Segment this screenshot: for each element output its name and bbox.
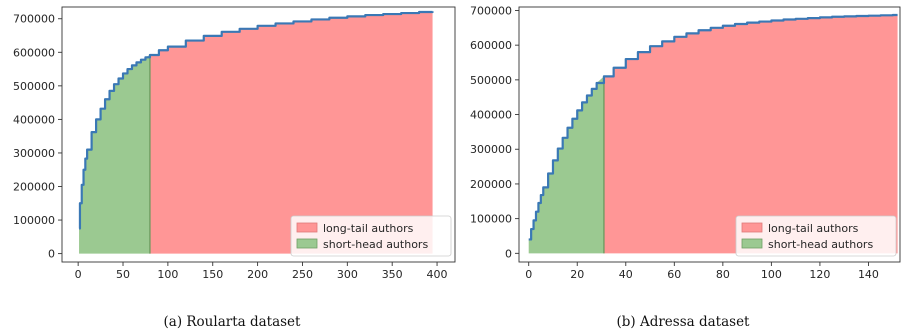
- short-head-area: [528, 76, 604, 254]
- cumulative-curve: [78, 10, 434, 230]
- x-tick-label: 50: [116, 268, 130, 281]
- x-tick-label: 20: [570, 268, 584, 281]
- y-tick-label: 0: [505, 247, 512, 260]
- axes-frame: [61, 6, 456, 263]
- x-tick-label: 200: [247, 268, 268, 281]
- x-tick-label: 100: [157, 268, 178, 281]
- legend: long-tail authors short-head authors: [290, 215, 452, 257]
- y-tick-label: 0: [48, 248, 55, 261]
- x-tick-label: 250: [292, 268, 313, 281]
- x-tick-label: 60: [667, 268, 681, 281]
- y-tick-label: 300000: [470, 143, 512, 156]
- plot-area: [528, 13, 898, 254]
- x-tick-label: 0: [525, 268, 532, 281]
- y-tick-label: 100000: [470, 213, 512, 226]
- long-tail-area: [149, 11, 433, 254]
- x-tick-label: 150: [202, 268, 223, 281]
- y-tick-label: 100000: [13, 214, 55, 227]
- x-tick-label: 400: [427, 268, 448, 281]
- legend-box: [290, 215, 452, 257]
- axes-frame: [518, 6, 901, 263]
- x-tick-label: 350: [382, 268, 403, 281]
- caption-roularta: (a) Roularta dataset: [164, 314, 302, 330]
- y-tick-label: 700000: [13, 13, 55, 26]
- x-tick-label: 0: [75, 268, 82, 281]
- legend-label-long-tail: long-tail authors: [768, 222, 859, 235]
- x-tick-label: 300: [337, 268, 358, 281]
- y-tick-label: 400000: [470, 109, 512, 122]
- y-tick-label: 500000: [13, 80, 55, 93]
- short-head-area: [79, 54, 150, 254]
- y-tick-label: 600000: [13, 46, 55, 59]
- y-tick-label: 700000: [470, 4, 512, 17]
- long-tail-area: [603, 14, 898, 254]
- x-tick-label: 80: [716, 268, 730, 281]
- x-tick-label: 100: [761, 268, 782, 281]
- y-tick-label: 200000: [470, 178, 512, 191]
- legend-swatch-short-head: [741, 238, 763, 249]
- y-tick-label: 300000: [13, 147, 55, 160]
- cumulative-curve: [528, 13, 898, 241]
- y-tick-label: 500000: [470, 74, 512, 87]
- legend-label-short-head: short-head authors: [323, 238, 428, 251]
- caption-adressa: (b) Adressa dataset: [616, 314, 750, 330]
- y-tick-label: 200000: [13, 181, 55, 194]
- y-tick-label: 600000: [470, 39, 512, 52]
- legend: long-tail authors short-head authors: [735, 215, 897, 257]
- legend-swatch-long-tail: [741, 222, 763, 233]
- legend-label-short-head: short-head authors: [768, 238, 873, 251]
- legend-label-long-tail: long-tail authors: [323, 222, 414, 235]
- legend-box: [735, 215, 897, 257]
- x-tick-label: 120: [809, 268, 830, 281]
- chart-adressa: 0 20 40 60 80 100 120 140 0 100000 200000 300000 400…: [470, 4, 901, 281]
- x-tick-label: 140: [858, 268, 879, 281]
- chart-roularta: 0 50 100 150 200 250 300 350 400 0 100000 200000 300…: [13, 6, 456, 281]
- legend-swatch-short-head: [296, 238, 318, 249]
- plot-area: [78, 10, 434, 254]
- x-tick-label: 40: [619, 268, 633, 281]
- y-tick-label: 400000: [13, 113, 55, 126]
- legend-swatch-long-tail: [296, 222, 318, 233]
